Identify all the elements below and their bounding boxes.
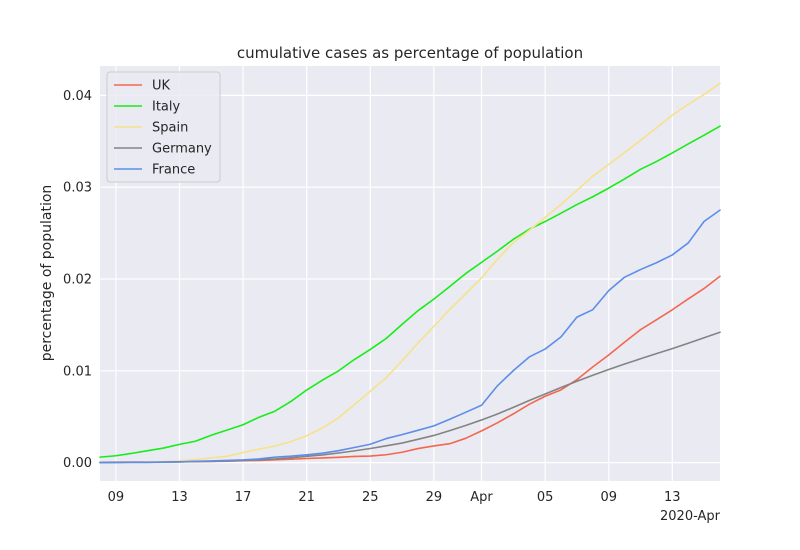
series-line-france xyxy=(99,209,721,464)
x-tick-label: 25 xyxy=(362,490,379,505)
series-lines xyxy=(99,82,721,464)
y-tick-label: 0.00 xyxy=(63,456,92,471)
x-tick-label: 13 xyxy=(171,490,188,505)
legend-items: UK Italy Spain Germany France xyxy=(114,79,212,178)
x-tick-label: Apr xyxy=(470,490,493,505)
x-tick-label: 13 xyxy=(664,490,681,505)
y-tick-label: 0.03 xyxy=(63,181,92,196)
legend-label-germany: Germany xyxy=(152,142,212,157)
x-tick-label: 09 xyxy=(600,490,617,505)
x-tick-label: 05 xyxy=(537,490,554,505)
y-tick-label: 0.04 xyxy=(63,89,92,104)
series-line-italy xyxy=(99,125,721,458)
x-tick-label: 21 xyxy=(298,490,315,505)
x-tick-label: 29 xyxy=(426,490,443,505)
x-tick-labels: 09 13 17 21 25 29 Apr 05 09 13 xyxy=(108,490,681,505)
x-tick-label: 09 xyxy=(108,490,125,505)
y-tick-label: 0.02 xyxy=(63,273,92,288)
legend-label-spain: Spain xyxy=(152,121,188,136)
x-tick-label: 17 xyxy=(235,490,252,505)
legend-label-italy: Italy xyxy=(152,100,181,115)
grid-lines xyxy=(100,66,720,481)
y-tick-labels: 0.00 0.01 0.02 0.03 0.04 xyxy=(63,89,92,471)
legend-label-uk: UK xyxy=(152,79,171,94)
series-line-spain xyxy=(99,82,721,464)
x-axis-offset-label: 2020-Apr xyxy=(660,509,721,524)
legend: UK Italy Spain Germany France xyxy=(106,71,221,183)
chart-title: cumulative cases as percentage of popula… xyxy=(237,44,583,62)
legend-box xyxy=(106,71,221,183)
y-axis-label: percentage of population xyxy=(39,185,55,362)
y-tick-label: 0.01 xyxy=(63,364,92,379)
legend-label-france: France xyxy=(152,163,195,178)
